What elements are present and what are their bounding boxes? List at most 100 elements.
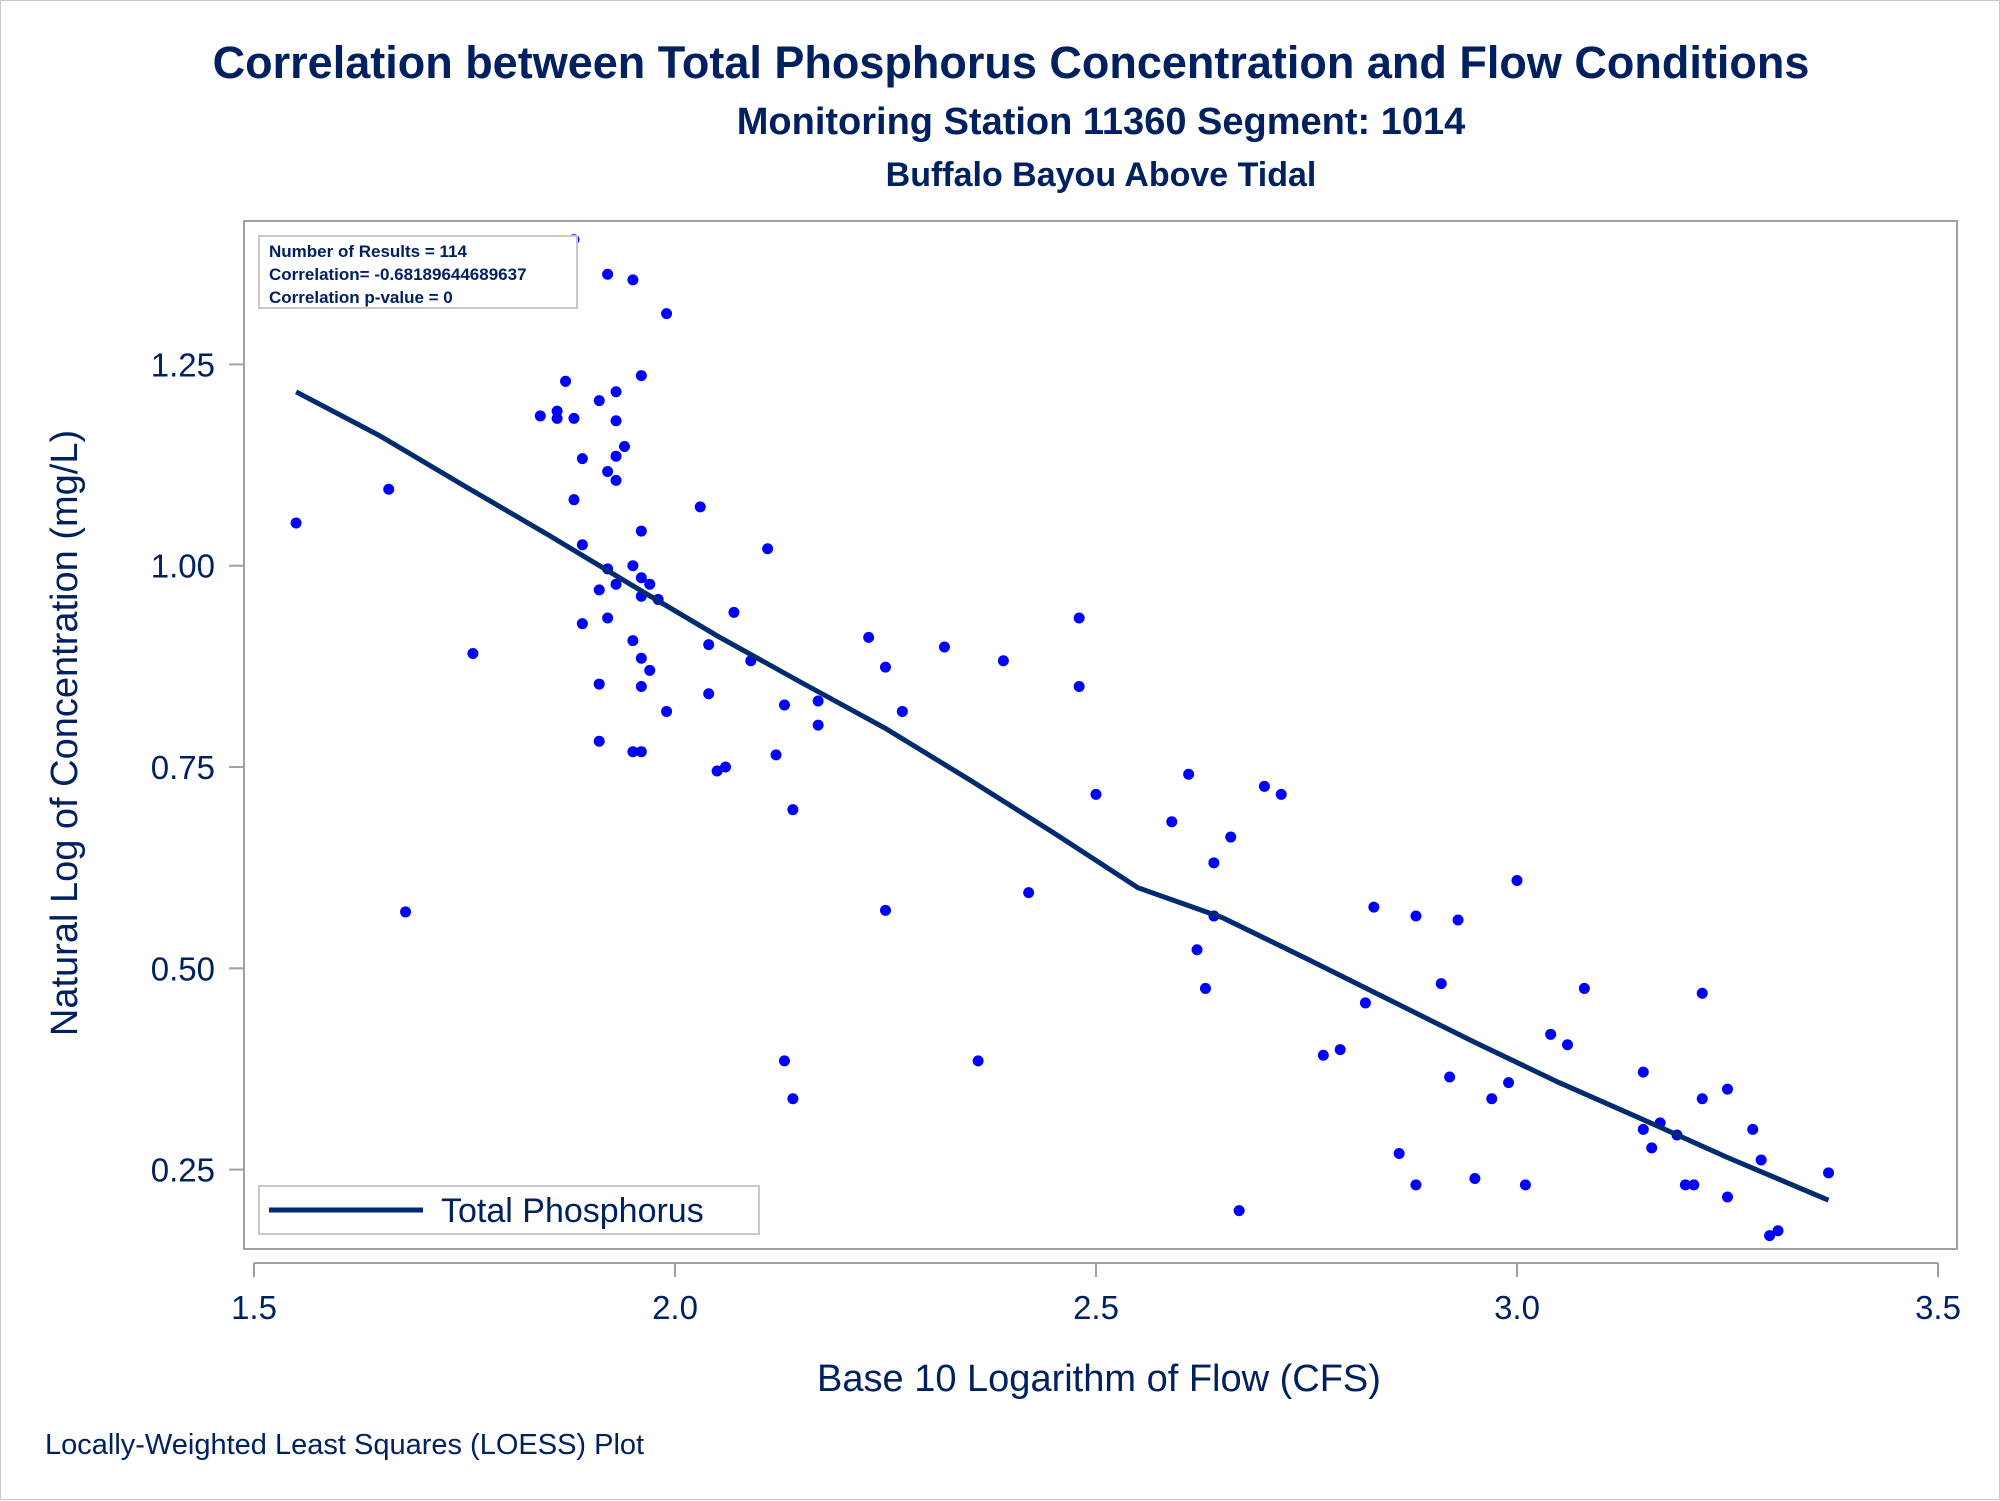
stats-pvalue: Correlation p-value = 0: [269, 288, 453, 307]
x-axis-label: Base 10 Logarithm of Flow (CFS): [817, 1358, 1381, 1400]
data-point: [576, 618, 588, 630]
data-point: [610, 450, 622, 462]
y-tick-label: 1.25: [151, 346, 215, 383]
data-point: [863, 631, 875, 643]
data-point: [661, 308, 673, 320]
data-point: [1772, 1225, 1784, 1237]
data-point: [1444, 1071, 1456, 1083]
data-point: [635, 370, 647, 382]
chart-subtitle-location: Buffalo Bayou Above Tidal: [885, 156, 1317, 194]
data-point: [1637, 1066, 1649, 1078]
data-point: [778, 1055, 790, 1067]
x-tick-label: 2.5: [1073, 1289, 1119, 1326]
data-point: [1368, 901, 1380, 913]
data-point: [1183, 768, 1195, 780]
data-point: [1747, 1123, 1759, 1135]
data-point: [1191, 944, 1203, 956]
data-point: [1562, 1039, 1574, 1051]
data-point: [1275, 788, 1287, 800]
data-point: [593, 395, 605, 407]
data-point: [610, 578, 622, 590]
data-point: [1646, 1142, 1658, 1154]
data-point: [997, 655, 1009, 667]
data-point: [1359, 997, 1371, 1009]
data-point: [568, 494, 580, 506]
data-point: [762, 543, 774, 555]
data-point: [787, 1093, 799, 1105]
data-point: [560, 375, 572, 387]
data-point: [1578, 982, 1590, 994]
data-point: [635, 572, 647, 584]
stats-box: Number of Results = 114 Correlation= -0.…: [258, 235, 578, 309]
data-point: [644, 664, 656, 676]
data-point: [1688, 1179, 1700, 1191]
legend-entry-total-phosphorus: Total Phosphorus: [441, 1192, 704, 1230]
data-point: [812, 695, 824, 707]
y-axis-label: Natural Log of Concentration (mg/L): [44, 430, 86, 1036]
data-point: [703, 639, 715, 651]
data-point: [290, 517, 302, 529]
data-point: [602, 268, 614, 280]
chart-title: Correlation between Total Phosphorus Con…: [212, 37, 1810, 88]
data-point: [1233, 1205, 1245, 1217]
data-point: [635, 680, 647, 692]
data-point: [627, 560, 639, 572]
chart-subtitle: Monitoring Station 11360 Segment: 1014: [736, 101, 1466, 143]
data-point: [1435, 978, 1447, 990]
data-point: [1317, 1049, 1329, 1061]
data-point: [972, 1055, 984, 1067]
data-point: [602, 465, 614, 477]
data-point: [880, 661, 891, 673]
data-point: [627, 746, 639, 758]
data-point: [1469, 1172, 1481, 1184]
data-point: [576, 539, 588, 551]
data-point: [383, 483, 395, 495]
y-axis: 0.25 0.50 0.75 1.00 1.25: [151, 346, 244, 1189]
x-axis: 1.5 2.0 2.5 3.0 3.5: [231, 1262, 1961, 1326]
data-point: [1023, 887, 1035, 899]
y-tick-label: 1.00: [151, 548, 215, 585]
x-tick-label: 1.5: [231, 1289, 277, 1326]
data-point: [1410, 1179, 1422, 1191]
data-point: [635, 652, 647, 664]
data-point: [1073, 612, 1085, 624]
data-point: [635, 525, 647, 537]
data-point: [1764, 1230, 1776, 1242]
data-point: [1090, 788, 1102, 800]
data-point: [1225, 831, 1237, 843]
legend: Total Phosphorus: [258, 1185, 760, 1235]
data-point: [610, 386, 622, 398]
data-point: [1486, 1093, 1498, 1105]
data-point: [602, 612, 614, 624]
data-point: [610, 415, 622, 427]
data-point: [1823, 1167, 1835, 1179]
data-point: [593, 735, 605, 747]
data-point: [1637, 1123, 1649, 1135]
y-tick-label: 0.25: [151, 1152, 215, 1189]
data-point: [400, 906, 412, 918]
loess-fit-line: [294, 389, 1830, 1203]
data-point: [711, 765, 723, 777]
data-point: [1511, 875, 1523, 887]
data-point: [1755, 1154, 1767, 1166]
footnote: Locally-Weighted Least Squares (LOESS) P…: [45, 1429, 645, 1461]
data-point: [593, 678, 605, 690]
data-point: [1334, 1044, 1346, 1056]
data-point: [1258, 780, 1270, 792]
data-point: [770, 749, 782, 761]
data-point: [467, 647, 479, 659]
stats-correlation: Correlation= -0.68189644689637: [269, 265, 527, 284]
data-point: [812, 719, 824, 731]
stats-count: Number of Results = 114: [269, 242, 467, 261]
data-point: [1696, 987, 1708, 999]
data-point: [618, 441, 630, 453]
data-point: [1722, 1191, 1733, 1203]
data-point: [1208, 857, 1220, 869]
data-point: [728, 606, 740, 618]
data-point: [661, 705, 673, 717]
data-point: [896, 705, 908, 717]
data-point: [703, 688, 715, 700]
data-point: [787, 804, 799, 816]
data-point: [1696, 1093, 1708, 1105]
